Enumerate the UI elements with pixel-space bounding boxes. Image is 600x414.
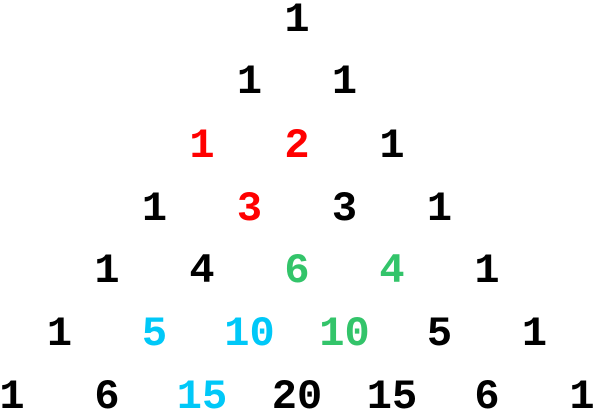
triangle-entry: 4 bbox=[379, 247, 405, 295]
triangle-entry: 2 bbox=[284, 122, 310, 170]
triangle-entry: 1 bbox=[474, 247, 500, 295]
triangle-entry: 3 bbox=[236, 185, 263, 233]
triangle-entry: 1 bbox=[379, 122, 405, 170]
triangle-entry: 1 bbox=[46, 310, 73, 358]
triangle-entry: 15 bbox=[366, 373, 418, 414]
triangle-entry: 1 bbox=[284, 0, 310, 44]
triangle-entry: 4 bbox=[189, 247, 215, 295]
triangle-entry: 10 bbox=[319, 310, 370, 358]
triangle-entry: 5 bbox=[141, 310, 168, 358]
triangle-entry: 1 bbox=[189, 122, 215, 170]
triangle-entry: 1 bbox=[0, 373, 25, 414]
triangle-entry: 1 bbox=[521, 310, 548, 358]
triangle-entry: 6 bbox=[284, 247, 310, 295]
triangle-entry: 1 bbox=[236, 58, 263, 106]
triangle-entry: 1 bbox=[141, 185, 168, 233]
triangle-entry: 1 bbox=[94, 247, 120, 295]
triangle-entry: 10 bbox=[224, 310, 275, 358]
triangle-entry: 6 bbox=[474, 373, 500, 414]
triangle-entry: 5 bbox=[426, 310, 453, 358]
triangle-entry: 1 bbox=[569, 373, 595, 414]
triangle-entry: 15 bbox=[176, 373, 228, 414]
triangle-entry: 3 bbox=[331, 185, 358, 233]
triangle-entry: 1 bbox=[426, 185, 453, 233]
triangle-entry: 20 bbox=[271, 373, 323, 414]
triangle-entry: 6 bbox=[94, 373, 120, 414]
triangle-entry: 1 bbox=[331, 58, 358, 106]
